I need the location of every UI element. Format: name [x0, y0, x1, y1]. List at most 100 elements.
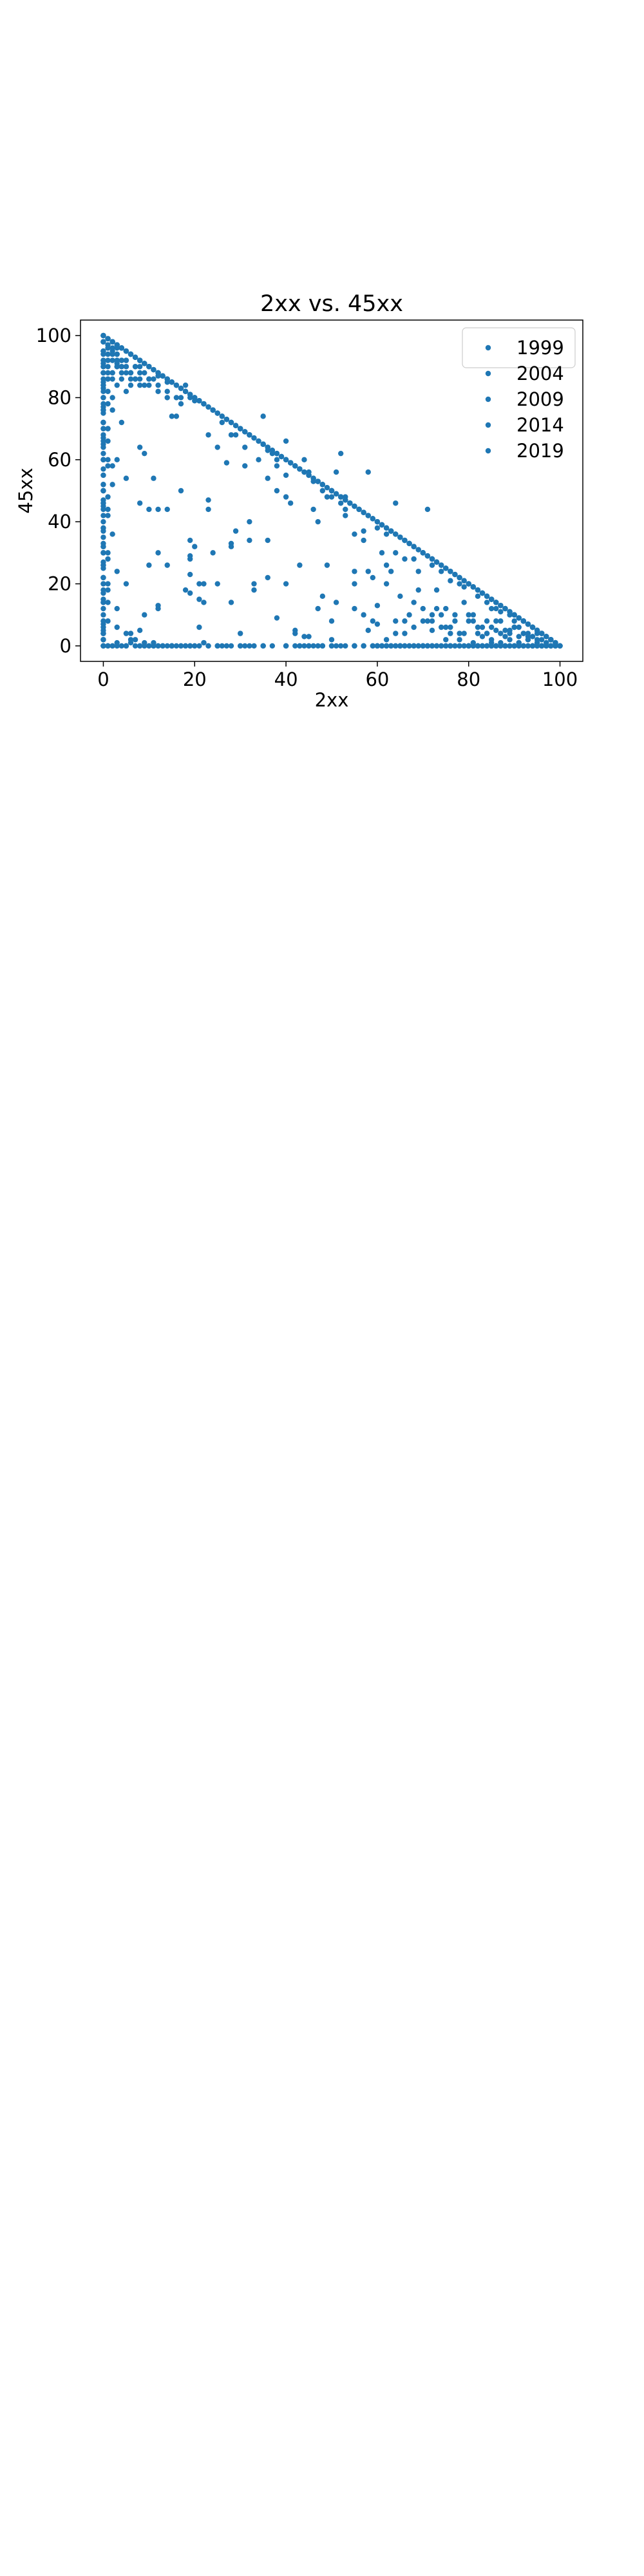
data-point [228, 540, 234, 547]
data-point [100, 332, 106, 339]
data-point [100, 376, 106, 382]
data-point [228, 432, 234, 438]
data-point [283, 643, 289, 649]
data-point [100, 364, 106, 370]
data-point [292, 463, 298, 469]
data-point [498, 618, 504, 624]
legend-marker [485, 396, 491, 402]
data-point [548, 637, 554, 643]
data-point [337, 643, 344, 649]
data-point [105, 581, 111, 587]
data-point [100, 339, 106, 345]
data-point [534, 637, 540, 643]
data-point [498, 603, 504, 609]
data-point [397, 643, 403, 649]
legend-marker [485, 422, 491, 428]
data-point [219, 413, 225, 419]
data-point [251, 435, 257, 441]
data-point [100, 518, 106, 525]
data-point [109, 463, 115, 469]
data-point [438, 569, 444, 574]
x-tick-label: 0 [97, 668, 109, 690]
data-point [402, 618, 408, 624]
data-point [114, 457, 120, 463]
data-point [548, 643, 554, 649]
data-point [283, 457, 289, 463]
data-point [214, 410, 220, 416]
data-point [525, 621, 531, 627]
data-point [105, 351, 111, 357]
data-point [187, 556, 193, 562]
data-point [146, 506, 152, 513]
data-point [324, 484, 330, 491]
data-point [343, 643, 348, 649]
data-point [443, 605, 449, 612]
data-point [433, 643, 440, 649]
data-point [155, 643, 161, 649]
data-point [333, 469, 339, 475]
data-point [105, 364, 111, 370]
data-point [164, 388, 170, 395]
data-point [256, 438, 261, 444]
data-point [242, 463, 248, 469]
data-point [498, 609, 504, 615]
data-point [100, 419, 106, 426]
data-point [356, 506, 362, 513]
data-point [448, 578, 453, 583]
data-point [297, 643, 303, 649]
data-point [132, 643, 138, 649]
data-point [118, 370, 125, 376]
data-point [114, 624, 120, 630]
data-point [247, 537, 252, 544]
data-point [182, 382, 189, 388]
data-point [383, 531, 390, 537]
data-point [310, 643, 316, 649]
data-point [109, 395, 115, 401]
data-point [100, 618, 106, 624]
data-point [315, 605, 321, 612]
data-point [443, 624, 449, 630]
data-point [196, 581, 202, 587]
data-point [242, 444, 248, 450]
data-point [488, 624, 495, 630]
data-point [137, 364, 143, 370]
data-point [287, 460, 294, 466]
data-point [237, 426, 243, 431]
data-point [114, 361, 120, 366]
data-point [223, 643, 230, 649]
data-point [105, 643, 111, 649]
data-point [100, 450, 106, 457]
data-point [520, 630, 527, 636]
data-point [123, 348, 129, 354]
data-point [424, 618, 431, 624]
data-point [361, 509, 366, 515]
data-point [269, 450, 276, 457]
data-point [352, 643, 357, 649]
data-point [196, 596, 202, 602]
data-point [411, 624, 417, 630]
data-point [155, 388, 161, 395]
data-point [328, 488, 335, 494]
legend-label: 2004 [516, 363, 564, 384]
x-tick-label: 60 [365, 668, 389, 690]
x-tick-label: 20 [183, 668, 207, 690]
data-point [151, 643, 156, 649]
data-point [205, 432, 211, 438]
data-point [383, 637, 390, 643]
data-point [192, 544, 198, 549]
data-point [114, 569, 120, 574]
y-tick-label: 20 [48, 573, 71, 595]
data-point [142, 612, 147, 618]
data-point [251, 643, 257, 649]
data-point [365, 627, 371, 634]
data-point [142, 643, 147, 649]
data-point [260, 441, 266, 447]
data-point [365, 469, 371, 475]
data-point [260, 413, 266, 419]
data-point [274, 488, 280, 494]
data-point [301, 634, 307, 639]
data-point [374, 518, 381, 525]
data-point [219, 643, 225, 649]
data-point [511, 618, 517, 624]
